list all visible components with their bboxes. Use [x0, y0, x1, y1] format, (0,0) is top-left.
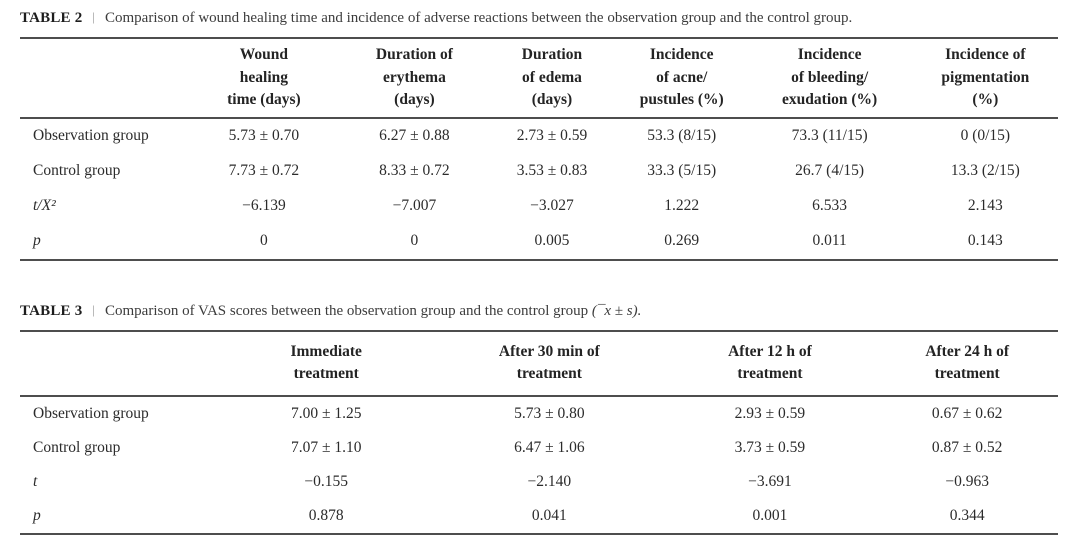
cell: 0.041: [531, 506, 567, 524]
row-label: t/X²: [33, 197, 56, 215]
table2-col-acne: Incidence of acne/ pustules (%): [616, 38, 747, 119]
row-label: Observation group: [33, 127, 149, 145]
table3-caption: TABLE 3 | Comparison of VAS scores between…: [20, 301, 1058, 321]
cell: 0.87 ± 0.52: [931, 438, 1003, 456]
cell: 0.344: [949, 506, 985, 524]
caption-separator: |: [92, 301, 95, 317]
table-row: p 0.878 0.041 0.001 0.344: [20, 499, 1058, 534]
cell: 0.001: [752, 506, 788, 524]
cell: 13.3 (2/15): [950, 162, 1020, 180]
table2-col-bleeding: Incidence of bleeding/ exudation (%): [746, 38, 913, 119]
cell: 0.269: [664, 232, 700, 250]
cell: 53.3 (8/15): [647, 127, 717, 145]
row-label: Control group: [33, 162, 121, 180]
cell: 3.73 ± 0.59: [734, 438, 806, 456]
table3-corner-cell: [20, 330, 218, 397]
cell: 2.73 ± 0.59: [516, 127, 588, 145]
table2-corner-cell: [20, 38, 187, 119]
row-label: p: [33, 506, 41, 524]
cell: 0.005: [534, 232, 570, 250]
cell: 0.67 ± 0.62: [931, 404, 1003, 422]
table2-caption: TABLE 2 | Comparison of wound healing time…: [20, 8, 1058, 28]
table3-col-immediate: Immediate treatment: [217, 330, 436, 397]
cell: 7.00 ± 1.25: [290, 404, 362, 422]
row-label: Observation group: [33, 404, 149, 422]
table3-body: Observation group 7.00 ± 1.25 5.73 ± 0.8…: [20, 396, 1058, 534]
cell: −0.155: [304, 472, 349, 490]
row-label: p: [33, 232, 41, 250]
caption-separator: |: [92, 9, 95, 24]
cell: 8.33 ± 0.72: [379, 162, 450, 180]
cell: 2.93 ± 0.59: [734, 404, 806, 422]
table2-col-edema: Duration of edema (days): [487, 38, 617, 119]
table2-col-erythema: Duration of erythema (days): [341, 38, 488, 119]
table-row: t/X² −6.139 −7.007 −3.027 1.222 6.533 2.…: [20, 189, 1058, 224]
table2-header: Wound healing time (days) Duration of er…: [20, 38, 1058, 119]
cell: 0: [260, 232, 268, 250]
table3-caption-text: Comparison of VAS scores between the obs…: [105, 302, 592, 319]
table3-col-30min: After 30 min of treatment: [435, 330, 664, 397]
cell: 0.878: [308, 506, 344, 524]
table2-caption-text: Comparison of wound healing time and inc…: [105, 10, 853, 26]
cell: 5.73 ± 0.80: [514, 404, 585, 422]
cell: 33.3 (5/15): [647, 162, 717, 180]
cell: 0: [410, 232, 419, 250]
cell: 0 (0/15): [960, 127, 1011, 145]
cell: 5.73 ± 0.70: [228, 127, 300, 145]
table3-caption-label: TABLE 3: [20, 302, 83, 319]
table3-header: Immediate treatment After 30 min of trea…: [20, 330, 1058, 397]
table2-col-wound-healing: Wound healing time (days): [186, 38, 342, 119]
cell: 1.222: [664, 197, 700, 215]
cell: 3.53 ± 0.83: [516, 162, 588, 180]
table-row: p 0 0 0.005 0.269 0.011 0.143: [20, 224, 1058, 260]
cell: −0.963: [945, 472, 989, 490]
cell: 73.3 (11/15): [791, 127, 868, 145]
table-row: Observation group 5.73 ± 0.70 6.27 ± 0.8…: [20, 118, 1058, 154]
table2-body: Observation group 5.73 ± 0.70 6.27 ± 0.8…: [20, 118, 1058, 260]
table-row: t −0.155 −2.140 −3.691 −0.963: [20, 465, 1058, 499]
table3-col-12h: After 12 h of treatment: [663, 330, 877, 397]
cell: 7.07 ± 1.10: [290, 438, 362, 456]
table-row: Control group 7.73 ± 0.72 8.33 ± 0.72 3.…: [20, 154, 1058, 189]
cell: 0.143: [967, 232, 1003, 250]
cell: 2.143: [967, 197, 1003, 215]
cell: 0.011: [812, 232, 847, 250]
table3-header-row: Immediate treatment After 30 min of trea…: [20, 330, 1058, 397]
table2-col-pigmentation: Incidence of pigmentation (%): [912, 38, 1058, 119]
row-label: t: [33, 472, 38, 490]
table2-header-row: Wound healing time (days) Duration of er…: [20, 38, 1058, 119]
cell: 6.27 ± 0.88: [379, 127, 450, 145]
table-row: Observation group 7.00 ± 1.25 5.73 ± 0.8…: [20, 396, 1058, 431]
cell: −3.027: [530, 197, 574, 215]
cell: −3.691: [748, 472, 792, 490]
row-label: Control group: [33, 438, 121, 456]
table-row: Control group 7.07 ± 1.10 6.47 ± 1.06 3.…: [20, 431, 1058, 465]
table2: Wound healing time (days) Duration of er…: [20, 37, 1058, 261]
cell: 6.47 ± 1.06: [514, 438, 585, 456]
cell: −6.139: [242, 197, 286, 215]
table3: Immediate treatment After 30 min of trea…: [20, 329, 1058, 535]
cell: −7.007: [392, 197, 437, 215]
table3-caption-formula: (¯x ± s).: [591, 302, 642, 319]
cell: 26.7 (4/15): [795, 162, 865, 180]
cell: −2.140: [527, 472, 572, 490]
cell: 6.533: [812, 197, 848, 215]
table3-col-24h: After 24 h of treatment: [876, 330, 1058, 397]
cell: 7.73 ± 0.72: [228, 162, 300, 180]
table2-caption-label: TABLE 2: [20, 10, 83, 26]
